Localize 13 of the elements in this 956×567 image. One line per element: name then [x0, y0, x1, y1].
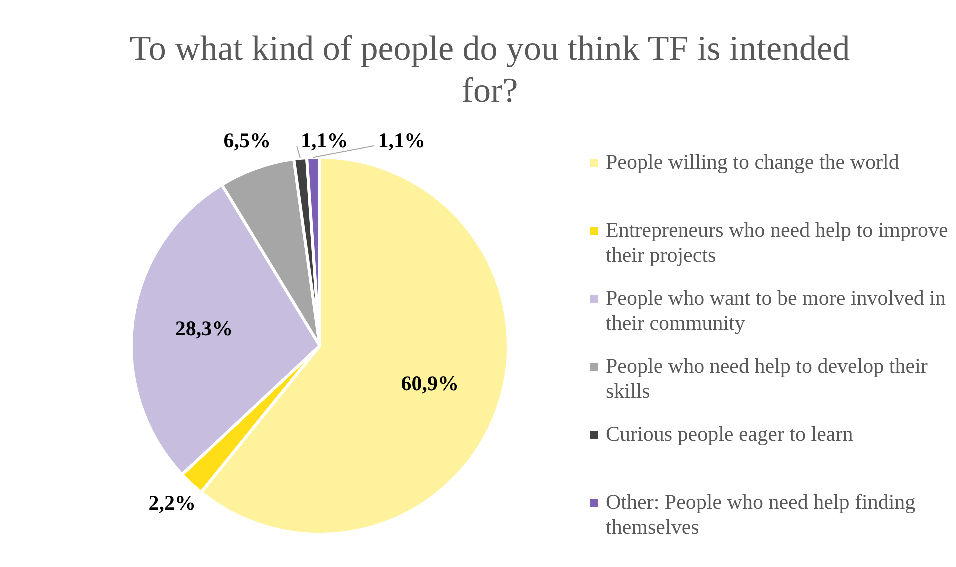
- data-label: 1,1%: [301, 128, 348, 152]
- legend-label: Entrepreneurs who need help to improve their projects: [606, 218, 950, 268]
- legend-label: People who need help to develop their skills: [606, 354, 929, 404]
- data-label: 6,5%: [224, 128, 271, 152]
- data-label: 28,3%: [175, 316, 234, 341]
- data-label: 1,1%: [378, 128, 426, 152]
- legend-label: Other: People who need help finding themselves: [606, 490, 917, 540]
- data-label: 2,2%: [148, 490, 196, 515]
- data-label: 60,9%: [401, 371, 460, 396]
- chart-title: To what kind of people do you think TF is intended for?: [128, 28, 852, 112]
- legend-label: People who want to be more involved in their community: [606, 286, 948, 336]
- legend-label: People willing to change the world: [606, 150, 900, 175]
- legend-label: Curious people eager to learn: [606, 422, 854, 447]
